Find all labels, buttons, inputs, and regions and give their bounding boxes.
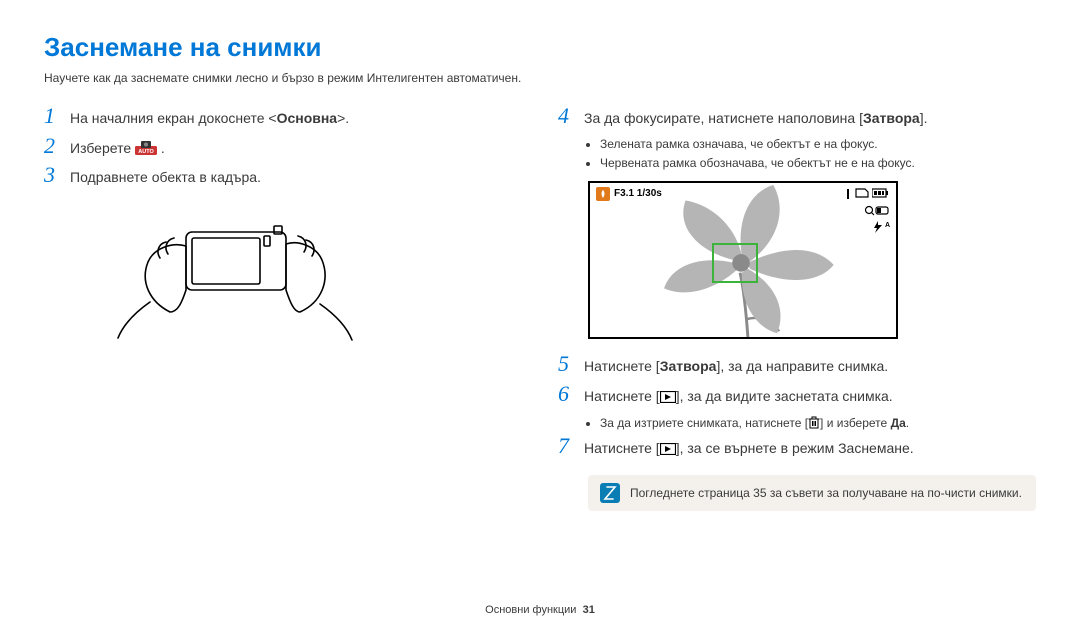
playback-icon [660, 441, 676, 461]
text: Изберете [70, 140, 135, 156]
step-6: 6 Натиснете [ ], за да видите заснетата с… [558, 383, 1036, 409]
text: . [161, 140, 165, 156]
step-2-text: Изберете AUTO . [70, 135, 165, 159]
camera-hold-illustration [100, 202, 522, 347]
bold-text: Да [891, 416, 906, 430]
page-subtitle: Научете как да заснемате снимки лесно и … [44, 71, 1036, 85]
tip-icon [600, 483, 620, 503]
auto-mode-icon: AUTO [135, 141, 157, 155]
text: . [906, 416, 909, 430]
text: ], за се върнете в режим Заснемане. [676, 440, 914, 456]
footer-label: Основни функции [485, 604, 576, 616]
step-1-text: На началния екран докоснете <Основна>. [70, 105, 349, 129]
lcd-top-left-overlay: F3.1 1/30s [596, 187, 662, 201]
step-7-text: Натиснете [ ], за се върнете в режим Засн… [584, 435, 914, 461]
text: За да фокусирате, натиснете наполовина [ [584, 110, 863, 126]
step-number: 2 [44, 135, 60, 157]
footer-page-number: 31 [583, 604, 595, 616]
step-number: 7 [558, 435, 574, 457]
text: ]. [920, 110, 928, 126]
lcd-right-icons: A [864, 205, 890, 234]
count-icon [844, 187, 852, 199]
page-footer: Основни функции 31 [0, 604, 1080, 616]
text: Натиснете [ [584, 358, 660, 374]
bullet: За да изтриете снимката, натиснете [ ] и … [600, 414, 1036, 435]
text: За да изтриете снимката, натиснете [ [600, 416, 808, 430]
camera-lcd-preview: F3.1 1/30s A [588, 181, 898, 339]
step-5-text: Натиснете [Затвора], за да направите сни… [584, 353, 888, 377]
bullet: Червената рамка обозначава, че обектът н… [600, 154, 1036, 173]
step-number: 5 [558, 353, 574, 375]
bold-text: Затвора [863, 110, 920, 126]
playback-icon [660, 389, 676, 409]
text: Натиснете [ [584, 388, 660, 404]
text: Натиснете [ [584, 440, 660, 456]
step-number: 4 [558, 105, 574, 127]
text: ], за да видите заснетата снимка. [676, 388, 893, 404]
step-4-bullets: Зелената рамка означава, че обектът е на… [588, 135, 1036, 173]
battery-icon [872, 188, 890, 198]
step-6-bullets: За да изтриете снимката, натиснете [ ] и … [588, 414, 1036, 435]
step-4: 4 За да фокусирате, натиснете наполовина… [558, 105, 1036, 129]
step-number: 6 [558, 383, 574, 405]
content-columns: 1 На началния екран докоснете <Основна>.… [44, 105, 1036, 511]
tip-callout: Погледнете страница 35 за съвети за полу… [588, 475, 1036, 511]
tip-text: Погледнете страница 35 за съвети за полу… [630, 486, 1022, 500]
step-4-text: За да фокусирате, натиснете наполовина [… [584, 105, 928, 129]
macro-icon [596, 187, 610, 201]
text: На началния екран докоснете < [70, 110, 277, 126]
step-2: 2 Изберете AUTO . [44, 135, 522, 159]
left-column: 1 На началния екран докоснете <Основна>.… [44, 105, 522, 511]
zoom-icon [864, 205, 890, 217]
step-number: 1 [44, 105, 60, 127]
step-number: 3 [44, 164, 60, 186]
bold-text: Основна [277, 110, 338, 126]
step-1: 1 На началния екран докоснете <Основна>. [44, 105, 522, 129]
step-7: 7 Натиснете [ ], за се върнете в режим За… [558, 435, 1036, 461]
exposure-text: F3.1 1/30s [614, 188, 662, 199]
sd-card-icon [855, 188, 869, 198]
right-column: 4 За да фокусирате, натиснете наполовина… [558, 105, 1036, 511]
step-6-text: Натиснете [ ], за да видите заснетата сни… [584, 383, 893, 409]
focus-indicator [712, 243, 758, 283]
step-3-text: Подравнете обекта в кадъра. [70, 164, 261, 188]
text: ] и изберете [820, 416, 891, 430]
step-3: 3 Подравнете обекта в кадъра. [44, 164, 522, 188]
page-title: Заснемане на снимки [44, 32, 1036, 63]
text: ], за да направите снимка. [716, 358, 888, 374]
lcd-top-right-overlay [844, 187, 890, 199]
bullet: Зелената рамка означава, че обектът е на… [600, 135, 1036, 154]
trash-icon [808, 416, 820, 435]
text: >. [337, 110, 349, 126]
bold-text: Затвора [660, 358, 717, 374]
svg-text:AUTO: AUTO [138, 149, 154, 155]
flash-auto-icon: A [872, 220, 890, 234]
step-5: 5 Натиснете [Затвора], за да направите с… [558, 353, 1036, 377]
svg-text:A: A [885, 222, 890, 229]
